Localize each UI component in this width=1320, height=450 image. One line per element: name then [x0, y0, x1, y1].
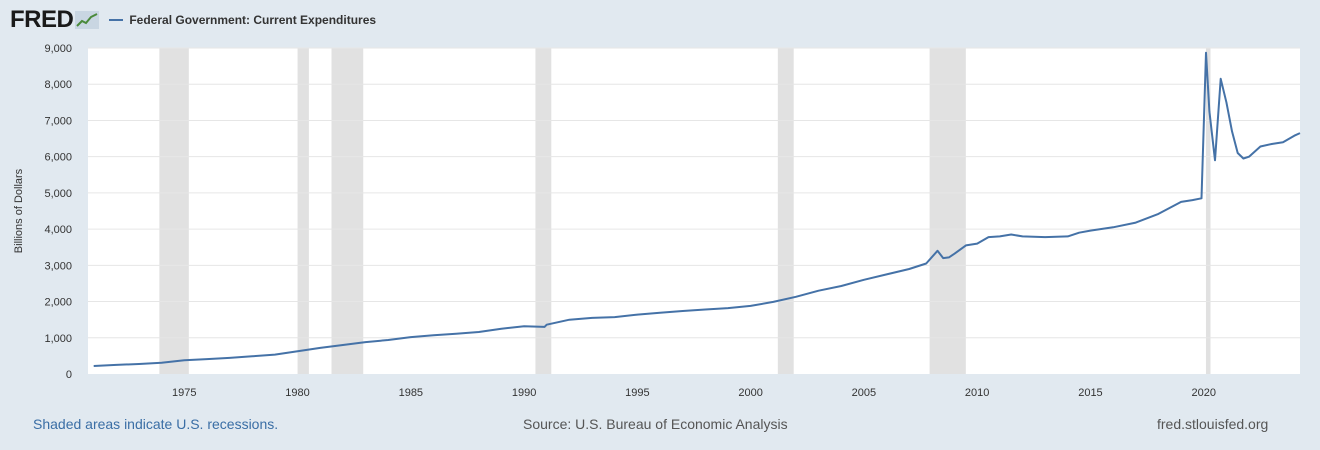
- recession-band: [297, 48, 309, 374]
- recession-band: [929, 48, 966, 374]
- y-axis-ticks: 0 1,000 2,000 3,000 4,000 5,000 6,000 7,000 8,00…: [44, 43, 72, 381]
- recession-band: [1205, 48, 1211, 374]
- recession-band: [159, 48, 189, 374]
- legend-series-label: Federal Government: Current Expenditures: [129, 13, 377, 27]
- x-axis-ticks: 1975 1980 1985 1990 1995 2000 2005 2010 2015 2020: [172, 387, 1216, 399]
- x-tick-label: 1985: [399, 387, 423, 399]
- legend-swatch: [109, 19, 124, 21]
- chart-header: FRED Federal Government: Current Expendi…: [10, 6, 376, 34]
- y-tick-label: 2,000: [44, 297, 72, 309]
- x-tick-label: 1995: [625, 387, 649, 399]
- plot-area: [88, 48, 1300, 374]
- series-line: [93, 51, 1301, 367]
- recession-band: [535, 48, 552, 374]
- line-chart: 1975 1980 1985 1990 1995 2000 2005 2010 2015 2020…: [13, 43, 1301, 399]
- recession-shading: [159, 48, 1211, 374]
- y-tick-label: 8,000: [44, 79, 72, 91]
- line-graph-icon: [75, 11, 100, 29]
- chart-legend: Federal Government: Current Expenditures: [109, 13, 376, 27]
- y-tick-label: 4,000: [44, 224, 72, 236]
- source-credit: Source: U.S. Bureau of Economic Analysis: [523, 416, 788, 432]
- y-tick-label: 5,000: [44, 188, 72, 200]
- x-tick-label: 2020: [1191, 387, 1215, 399]
- x-tick-label: 2015: [1078, 387, 1102, 399]
- x-tick-label: 2000: [738, 387, 762, 399]
- series-layer: [93, 51, 1301, 367]
- y-tick-label: 0: [66, 369, 72, 381]
- y-tick-label: 7,000: [44, 115, 72, 127]
- x-tick-label: 2010: [965, 387, 989, 399]
- y-tick-label: 9,000: [44, 43, 72, 55]
- recession-band: [331, 48, 364, 374]
- y-tick-label: 3,000: [44, 260, 72, 272]
- x-tick-label: 1980: [285, 387, 309, 399]
- recession-band: [777, 48, 794, 374]
- fred-logo[interactable]: FRED: [10, 6, 74, 33]
- recession-note-link[interactable]: Shaded areas indicate U.S. recessions.: [33, 416, 279, 432]
- fred-site-link[interactable]: fred.stlouisfed.org: [1157, 416, 1269, 432]
- y-axis-title: Billions of Dollars: [13, 168, 25, 253]
- y-tick-label: 1,000: [44, 333, 72, 345]
- x-tick-label: 2005: [852, 387, 876, 399]
- y-tick-label: 6,000: [44, 152, 72, 164]
- x-tick-label: 1990: [512, 387, 536, 399]
- x-tick-label: 1975: [172, 387, 196, 399]
